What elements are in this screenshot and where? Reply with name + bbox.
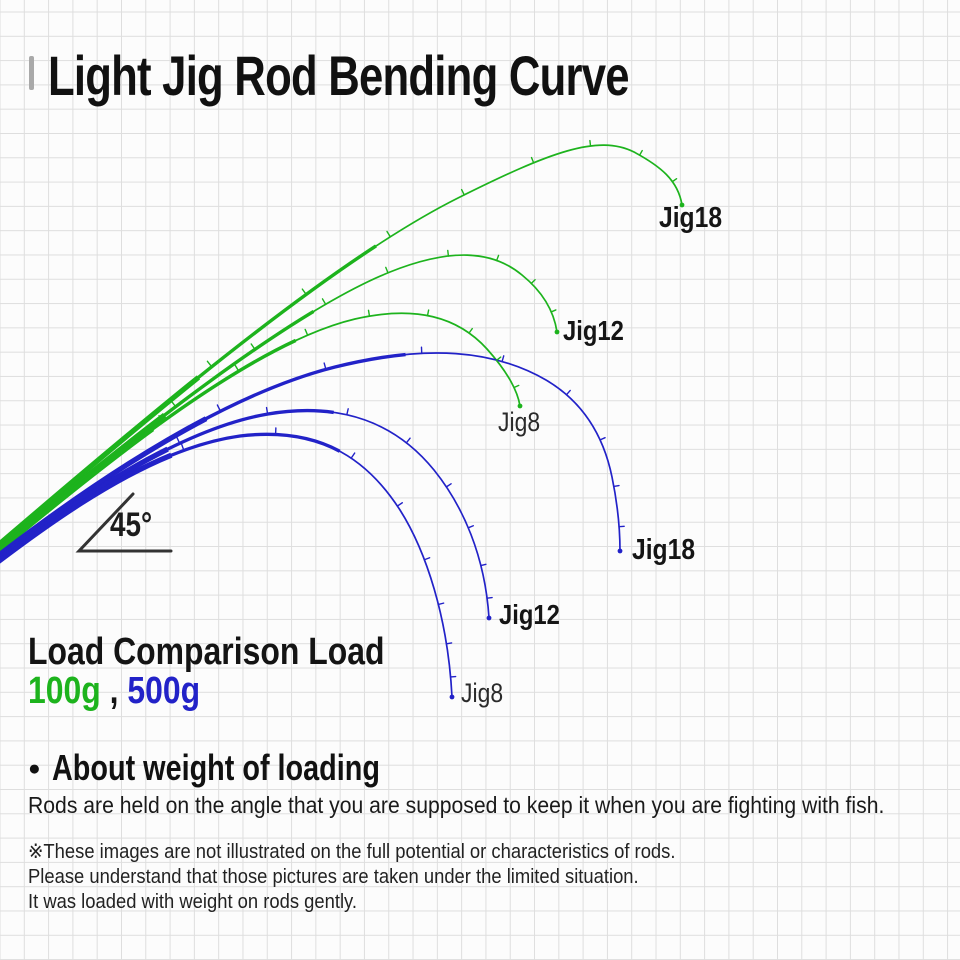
rod-guide-tick [405,437,411,444]
rod-guide-tick [550,309,557,313]
rod-guide-tick [501,355,505,363]
legend-load-values: 100g , 500g [28,670,200,713]
footnote-line: It was loaded with weight on rods gently… [28,891,358,913]
curve-500g-jig12-taper [0,408,491,619]
rod-guide-tick [206,360,213,368]
label-100g-jig12: Jig12 [563,315,624,346]
legend-heavy-load: 500g [127,670,201,712]
rod-guide-tick [495,356,502,362]
rod-guide-tick [671,178,678,183]
rod-guide-tick [234,364,240,372]
rod-guide-tick [468,327,473,334]
rod-guide-tick [321,298,327,305]
rod-guide-tick [158,415,164,423]
rod-guide-tick [460,188,465,196]
rod-guide-tick [445,642,453,645]
rod-guide-tick [486,596,493,599]
rod-tip-dot [449,694,455,700]
legend-light-load: 100g [28,670,101,712]
rod-guide-tick [346,408,349,416]
angle-45-label: 45° [110,506,153,544]
rod-guide-tick [396,502,404,507]
rod-guide-tick [265,406,269,415]
rod-tip-dot [554,329,560,335]
rod-tip-dot [517,403,523,409]
rod-guide-tick [638,149,643,156]
label-500g-jig12: Jig12 [499,599,560,630]
rod-guide-tick [423,557,431,561]
bullet-icon: ● [28,756,41,780]
rod-guide-tick [445,483,452,488]
about-section-heading-row: ● About weight of loading [28,747,462,789]
label-100g-jig8: Jig8 [498,407,541,437]
curve-100g-jig12-taper [0,252,560,551]
about-body-text: Rods are held on the angle that you are … [28,792,885,818]
rod-guide-tick [530,279,536,285]
rod-guide-tick [170,400,177,408]
rod-guide-tick [301,288,307,296]
rod-guide-tick [467,525,474,529]
curve-500g-jig18 [0,352,621,556]
rod-guide-tick [386,230,392,238]
footnote-line: Please understand that those pictures ar… [28,866,639,888]
rod-guide-tick [437,602,445,606]
rod-guide-tick [350,452,356,459]
rod-guide-tick [367,309,371,317]
rod-guide-tick [304,328,309,336]
rod-guide-tick [176,436,181,445]
label-500g-jig18: Jig18 [632,534,696,566]
curve-500g-jig12-taper [0,408,492,619]
angle-45-marker [75,492,173,553]
footnote-line: ※These images are not illustrated on the… [28,841,676,863]
rod-guide-tick [495,254,500,262]
rod-guide-tick [447,249,450,257]
rod-guide-tick [565,389,571,396]
rod-guide-tick [250,343,256,351]
curve-100g-jig12-taper [0,253,559,549]
rod-guide-tick [589,139,592,147]
curve-100g-jig12 [0,254,558,548]
page-title: Light Jig Rod Bending Curve [48,44,630,107]
rod-guide-tick [323,362,327,371]
rod-guide-tick [216,404,222,412]
curve-500g-jig12 [0,409,490,619]
rod-guide-tick [385,266,389,274]
rod-tip-dot [679,202,685,208]
label-500g-jig8: Jig8 [461,678,504,708]
rod-tip-dot [486,615,492,621]
legend-separator: , [100,670,128,712]
title-accent-bar [29,56,34,90]
curve-100g-jig18-taper [0,143,684,546]
rod-guide-tick [599,436,606,441]
curve-500g-jig18-taper [0,351,622,557]
rod-guide-tick [613,484,620,488]
legend-heading: Load Comparison Load [28,631,385,673]
rod-guide-tick [180,443,185,452]
rod-guide-tick [480,563,487,567]
curve-100g-jig8-taper [0,311,522,552]
footnotes: ※These images are not illustrated on the… [28,840,675,915]
about-heading: About weight of loading [51,747,380,788]
rod-guide-tick [426,309,430,317]
curve-500g-jig18-taper [0,350,623,558]
label-100g-jig18: Jig18 [659,202,723,234]
rod-guide-tick [513,384,520,389]
rod-tip-dot [617,548,623,554]
curve-500g-jig8-taper [0,432,454,698]
rod-guide-tick [530,156,535,164]
